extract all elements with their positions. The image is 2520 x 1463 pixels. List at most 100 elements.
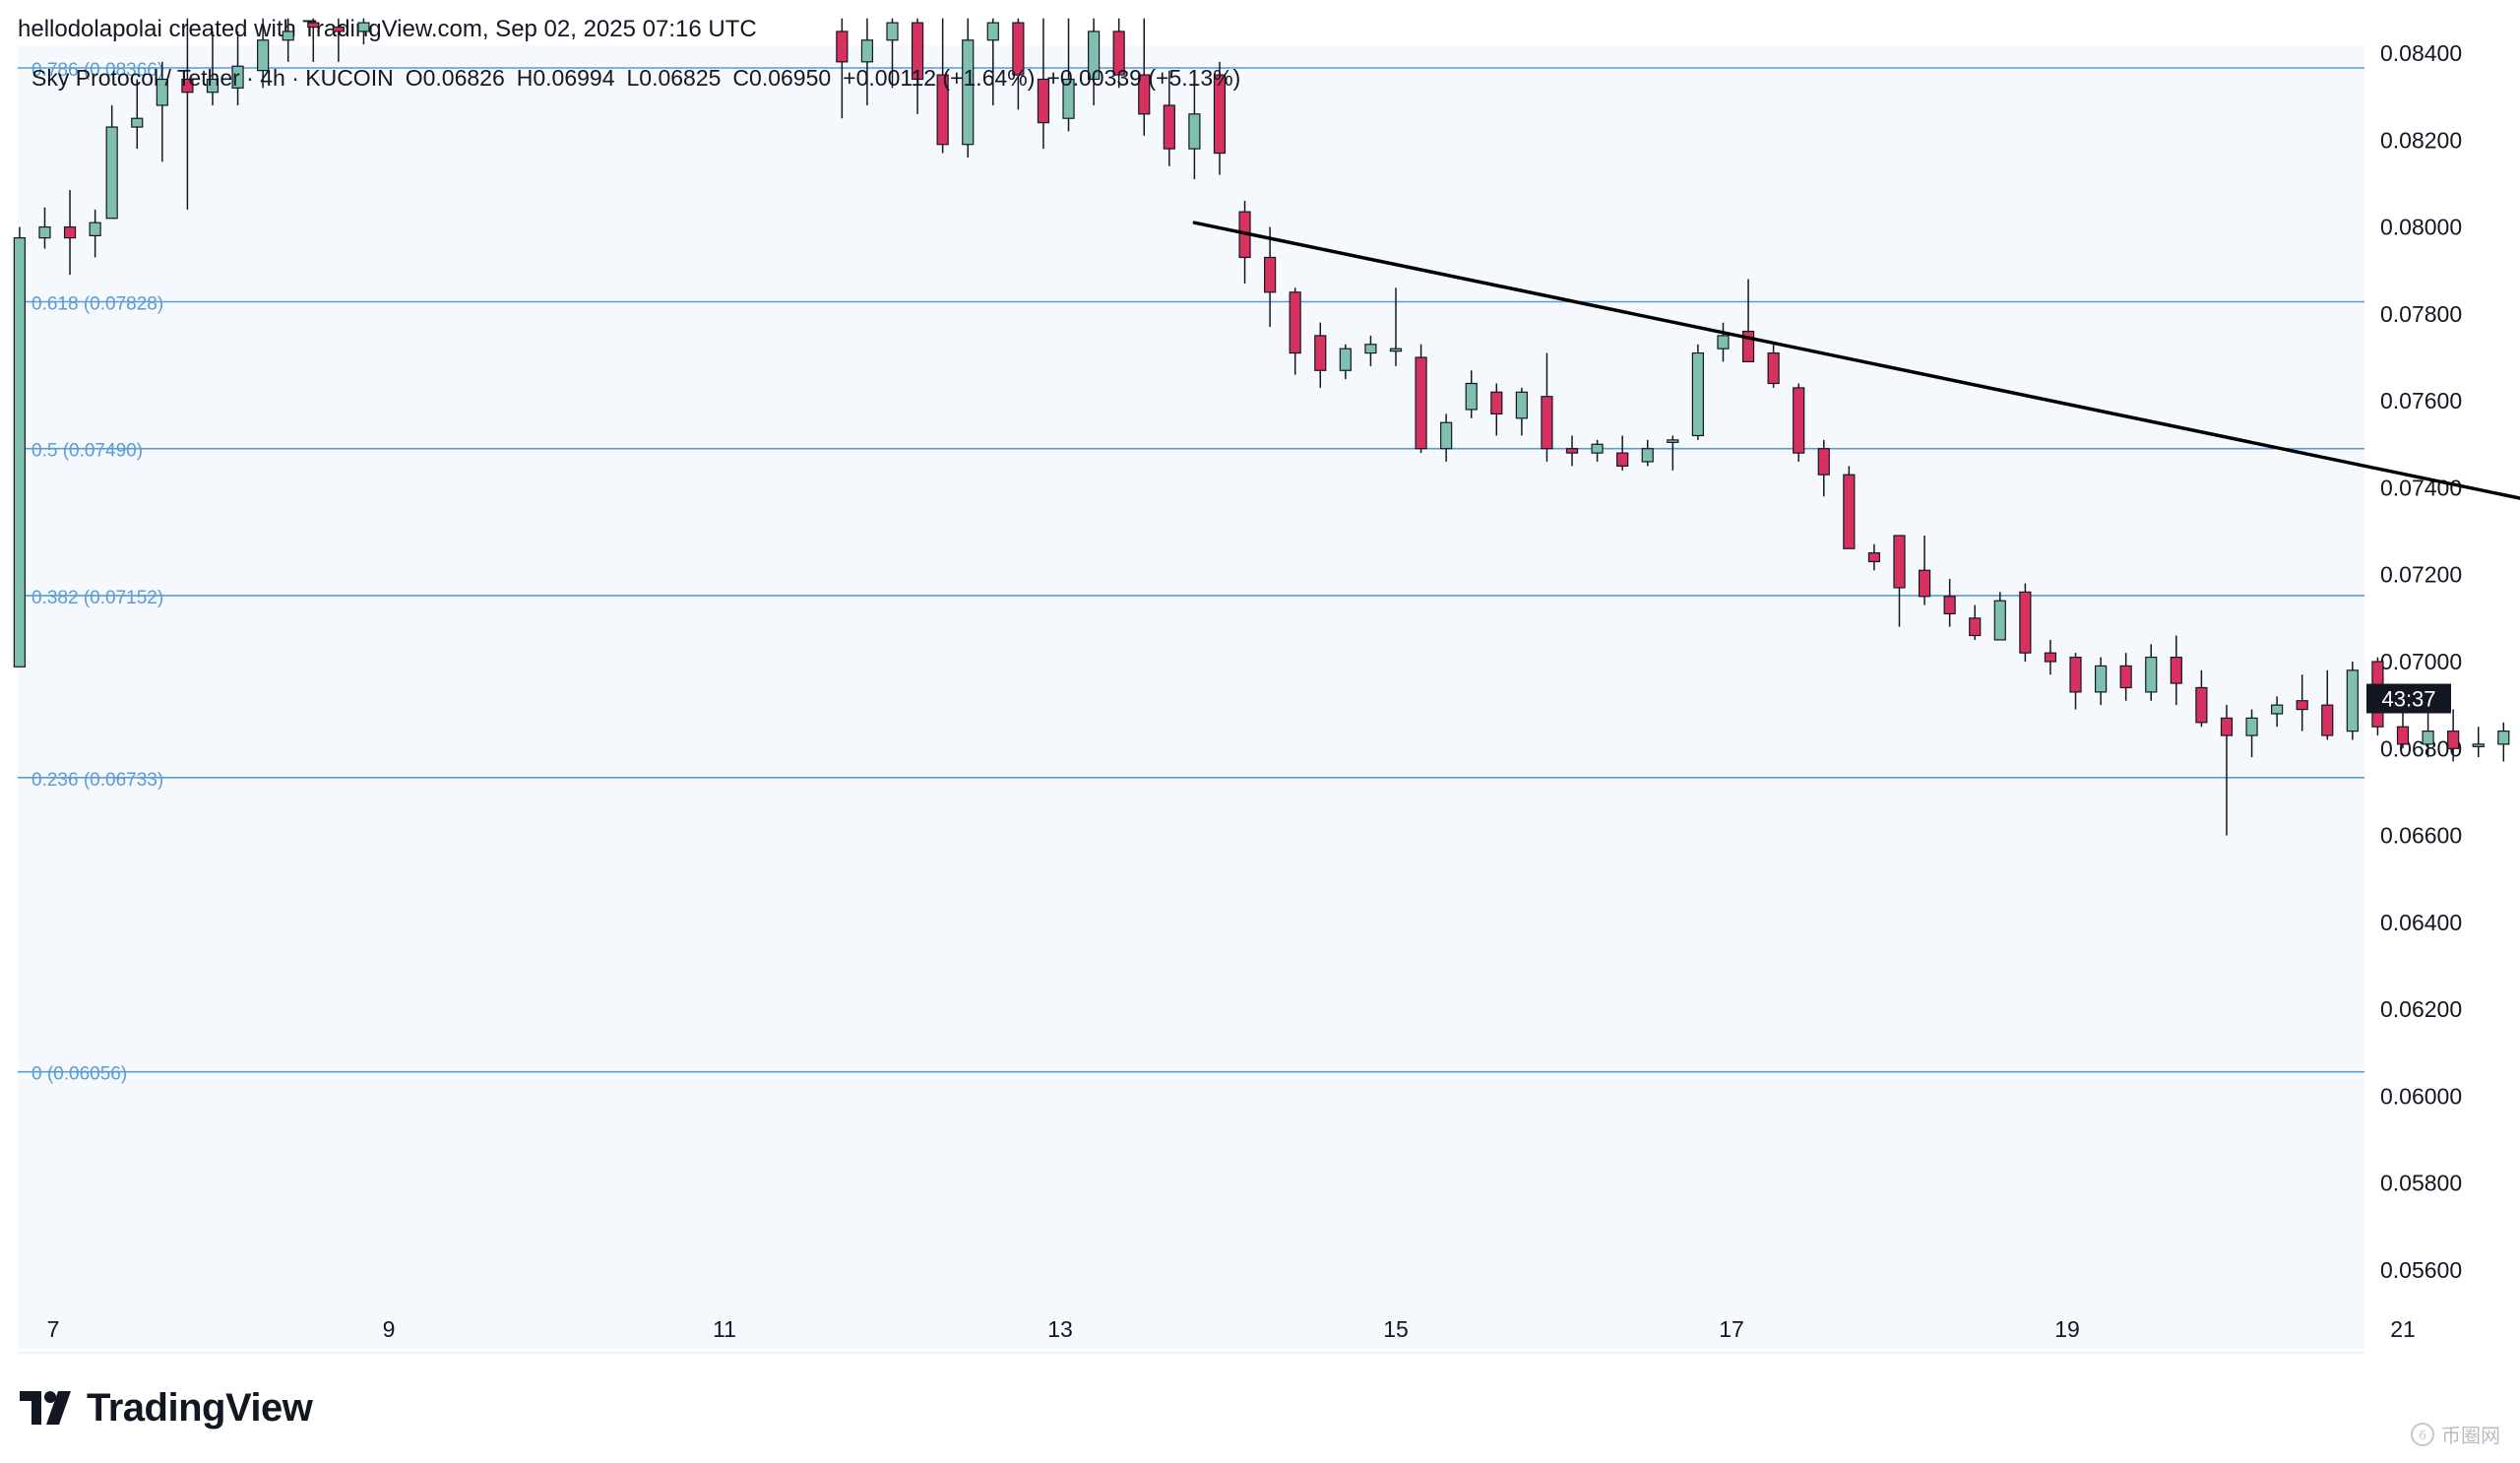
candle-body-up <box>1691 351 1705 437</box>
x-tick-label: 7 <box>47 1316 60 1342</box>
candle-body-down <box>181 78 194 94</box>
candle-body-down <box>1264 256 1277 293</box>
candle-body-up <box>89 222 101 237</box>
candle-body-down <box>1918 569 1931 598</box>
candle <box>936 18 949 154</box>
candle-body-down <box>1012 22 1025 76</box>
candle-body-up <box>2497 731 2510 745</box>
tradingview-logo: TradingView <box>20 1383 313 1432</box>
candle-body-down <box>2220 717 2234 736</box>
candle-body-up <box>38 225 51 239</box>
candle <box>986 18 999 105</box>
y-tick-label: 0.05800 <box>2380 1171 2462 1196</box>
candle <box>206 31 220 105</box>
candle-body-down <box>2069 656 2082 693</box>
candle <box>1339 344 1352 380</box>
candle-body-down <box>2170 656 2182 684</box>
candle-body-up <box>1389 348 1403 352</box>
y-tick-label: 0.06400 <box>2380 910 2462 935</box>
candle-body-up <box>13 237 26 668</box>
countdown-badge <box>2366 683 2451 714</box>
candle-body-up <box>282 31 294 41</box>
candle <box>1138 18 1151 136</box>
candle-body-down <box>1541 396 1553 450</box>
candle <box>1741 279 1755 363</box>
candle-body-down <box>1843 474 1856 549</box>
candle-body-up <box>986 22 999 41</box>
candle <box>63 190 77 276</box>
countdown-timer: 43:37 <box>2381 687 2435 712</box>
candle <box>2044 639 2057 675</box>
candle-body-up <box>1188 113 1201 150</box>
candle <box>2145 644 2158 701</box>
candle-body-up <box>1641 448 1654 463</box>
legend-low: L0.06825 <box>626 65 722 91</box>
fib-level-label: 0.236 (0.06733) <box>32 770 163 791</box>
site-watermark: б 币圈网 <box>2410 1420 2500 1448</box>
candle <box>1037 18 1050 150</box>
candle <box>2019 583 2032 662</box>
candle <box>1087 18 1101 105</box>
candle <box>1641 439 1654 467</box>
y-tick-label: 0.07200 <box>2380 562 2462 588</box>
candle-body-down <box>1943 596 1956 615</box>
candle <box>89 209 101 258</box>
legend-symbol[interactable]: Sky Protocol / Tether · 4h · KUCOIN <box>32 65 394 91</box>
candle-body-up <box>1591 443 1604 454</box>
candle <box>1364 335 1377 366</box>
candle-body-up <box>1993 600 2006 641</box>
candle-body-down <box>1213 74 1227 155</box>
fib-level-label: 0.5 (0.07490) <box>32 441 143 462</box>
candle-body-down <box>2019 591 2032 654</box>
fib-level-label: 0.618 (0.07828) <box>32 293 163 314</box>
legend-close: C0.06950 <box>732 65 832 91</box>
candlestick-series <box>13 18 2510 836</box>
candle <box>131 79 144 150</box>
candle <box>1440 413 1453 462</box>
candle <box>886 18 899 89</box>
candle-body-up <box>1717 335 1730 350</box>
candle <box>1717 322 1730 362</box>
y-tick-label: 0.07000 <box>2380 649 2462 674</box>
candle <box>282 18 294 62</box>
candle <box>1591 439 1604 462</box>
candle <box>231 31 244 105</box>
candle <box>1691 344 1705 440</box>
candle-body-down <box>1867 552 1881 563</box>
candle-body-up <box>131 117 144 128</box>
candle <box>156 61 168 162</box>
tradingview-wordmark: TradingView <box>87 1385 313 1430</box>
candle-body-down <box>1565 448 1579 454</box>
y-tick-label: 0.08000 <box>2380 215 2462 240</box>
trendline-layer <box>1192 221 2520 500</box>
candle <box>1767 344 1780 388</box>
candle <box>1793 383 1805 462</box>
fib-level-label: 0.786 (0.08366) <box>32 60 163 81</box>
candle <box>2447 709 2460 762</box>
watermark-icon: б <box>2411 1422 2434 1446</box>
candle-body-down <box>1490 391 1503 414</box>
plot-background <box>18 45 2364 1349</box>
candle <box>1289 287 1301 375</box>
y-tick-label: 0.08400 <box>2380 40 2462 66</box>
candle-body-down <box>1037 78 1050 124</box>
candle <box>1314 322 1327 388</box>
snapshot-credit: hellodolapolai created with TradingView.… <box>18 16 757 42</box>
candle-body-up <box>357 22 370 32</box>
candle-body-up <box>1667 439 1679 443</box>
candle <box>1843 466 1856 549</box>
candle-body-down <box>2119 665 2132 689</box>
candle-body-down <box>2447 731 2460 749</box>
candle <box>1993 592 2006 641</box>
candle <box>2069 653 2082 710</box>
legend-change: +0.00112 (+1.64%) <box>843 65 1036 91</box>
candle-body-up <box>105 126 118 220</box>
candle-body-up <box>2472 743 2485 747</box>
watermark-text: 币圈网 <box>2441 1426 2500 1447</box>
candle <box>13 226 26 668</box>
candle-body-down <box>63 225 77 239</box>
x-tick-label: 15 <box>1383 1316 1409 1342</box>
candle-body-up <box>886 22 899 41</box>
candle-body-down <box>1314 335 1327 371</box>
y-tick-label: 0.06600 <box>2380 823 2462 849</box>
